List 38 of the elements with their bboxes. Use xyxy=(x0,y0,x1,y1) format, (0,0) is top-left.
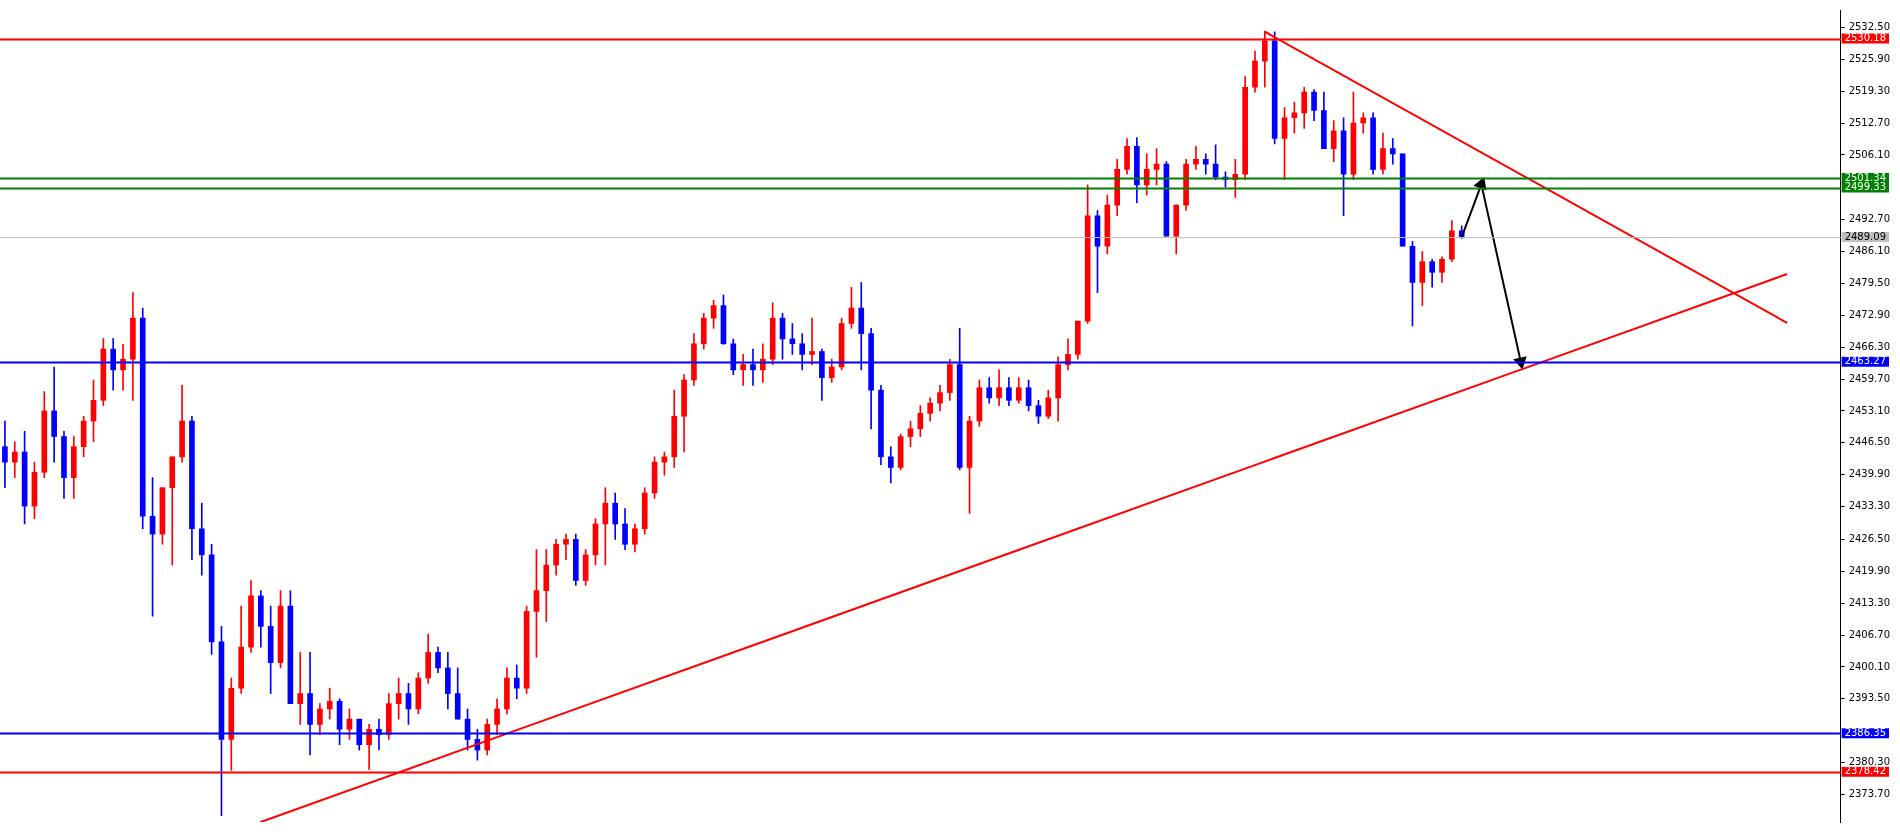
y-tick-label: 2406.70 xyxy=(1848,628,1891,640)
y-tick-label: 2393.50 xyxy=(1848,692,1891,704)
candlestick xyxy=(1389,138,1396,165)
y-tick-label: 2380.30 xyxy=(1848,756,1891,768)
y-tick-label: 2433.30 xyxy=(1848,500,1891,512)
y-tick-label: 2512.70 xyxy=(1848,116,1891,128)
ref-line-label: 2489.09 xyxy=(1844,230,1887,242)
candlestick xyxy=(740,354,746,386)
candlestick xyxy=(563,533,569,561)
y-tick-label: 2400.10 xyxy=(1848,660,1891,672)
y-tick-label: 2413.30 xyxy=(1848,596,1891,608)
y-tick-label: 2446.50 xyxy=(1848,436,1891,448)
y-tick-label: 2426.50 xyxy=(1848,533,1891,545)
y-tick-label: 2459.70 xyxy=(1848,372,1891,384)
y-tick-label: 2373.70 xyxy=(1848,788,1891,800)
y-tick-label: 2486.10 xyxy=(1848,245,1891,257)
ref-line-label: 2463.27 xyxy=(1844,355,1887,367)
candlestick xyxy=(1193,145,1199,170)
candlestick xyxy=(809,317,815,365)
y-tick-label: 2525.90 xyxy=(1848,52,1891,64)
y-tick-label: 2479.50 xyxy=(1848,277,1891,288)
ref-line-label: 2530.18 xyxy=(1844,32,1887,44)
candlestick xyxy=(297,652,304,725)
candlestick xyxy=(2,420,8,489)
ref-line-label: 2386.35 xyxy=(1844,726,1887,738)
ref-line-label: 2501.34 xyxy=(1844,171,1887,183)
y-tick-label: 2506.10 xyxy=(1848,148,1891,160)
y-tick-label: 2472.90 xyxy=(1848,308,1891,320)
ref-line-label: 2378.42 xyxy=(1844,765,1887,777)
candlestick xyxy=(1202,153,1209,175)
y-tick-label: 2532.50 xyxy=(1848,20,1891,32)
y-tick-label: 2439.90 xyxy=(1848,468,1891,480)
y-tick-label: 2419.90 xyxy=(1848,564,1891,576)
y-tick-label: 2453.10 xyxy=(1848,404,1891,416)
y-tick-label: 2492.70 xyxy=(1848,213,1891,225)
ref-line-label: 2499.33 xyxy=(1844,181,1887,193)
y-tick-label: 2466.30 xyxy=(1848,340,1891,352)
y-tick-label: 2519.30 xyxy=(1848,84,1891,96)
